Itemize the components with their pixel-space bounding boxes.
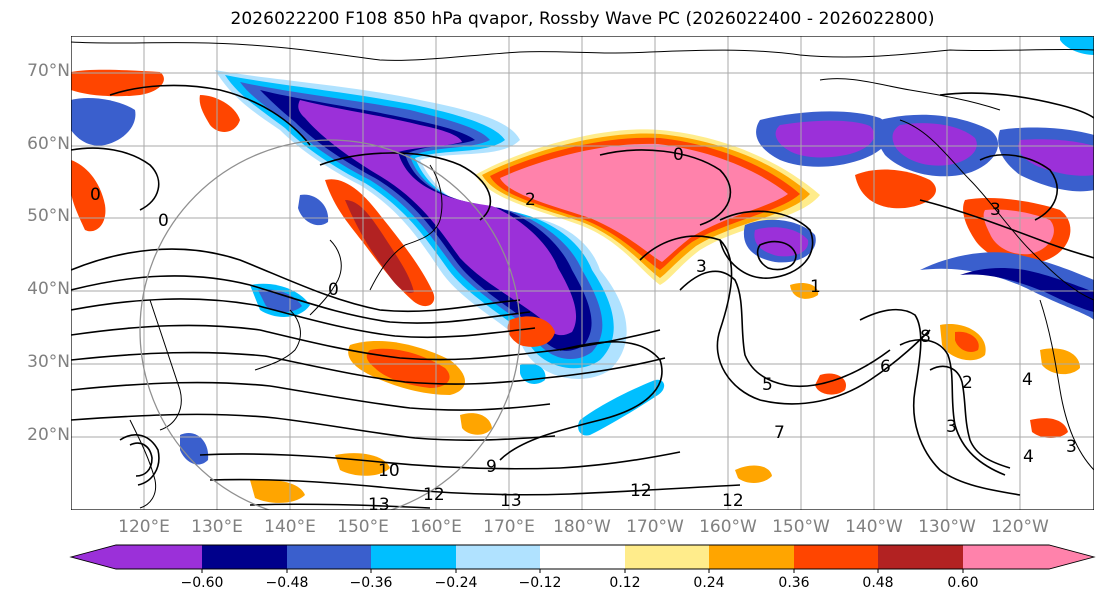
graticule (71, 36, 1094, 510)
contour-label: 12 (722, 491, 744, 511)
contour-labels: 0 0 0 0 2 3 3 4 5 6 7 8 9 10 12 12 12 13… (90, 145, 1077, 515)
lon-label: 170°E (483, 517, 535, 537)
lon-label: 160°W (699, 517, 757, 537)
lon-label: 130°E (191, 517, 243, 537)
colorbar-cell (287, 545, 371, 569)
colorbar-cell (540, 545, 625, 569)
lon-label: 140°W (845, 517, 903, 537)
contour-label: 10 (378, 461, 400, 481)
colorbar-cell (794, 545, 878, 569)
colorbar-cell (456, 545, 540, 569)
colorbar-extend-low (71, 545, 116, 569)
lon-label: 130°W (918, 517, 976, 537)
lon-label: 140°E (264, 517, 316, 537)
colorbar-cell (371, 545, 456, 569)
colorbar (69, 544, 1096, 573)
region-circle (139, 139, 521, 510)
lon-label: 150°E (337, 517, 389, 537)
contour-label: 3 (1066, 437, 1077, 457)
lat-label-70n: 70°N (27, 61, 70, 81)
colorbar-tick-label: −0.24 (434, 575, 478, 591)
contour-label: 9 (486, 457, 497, 477)
contour-label: 8 (920, 327, 931, 347)
contour-label: 0 (158, 211, 169, 231)
colorbar-extend-high (1049, 545, 1094, 569)
contour-label: 4 (1022, 370, 1033, 390)
map-plot-area: 0 0 0 0 2 3 3 4 5 6 7 8 9 10 12 12 12 13… (71, 36, 1094, 515)
contour-label: 0 (90, 185, 101, 205)
coastlines (71, 41, 1094, 509)
lon-label: 150°W (772, 517, 830, 537)
contour-label: 12 (423, 485, 445, 505)
colorbar-tick-label: −0.36 (349, 575, 393, 591)
lon-label: 180°W (553, 517, 611, 537)
lat-label-20n: 20°N (27, 425, 70, 445)
contour-label: 0 (328, 280, 339, 300)
contour-label: 3 (946, 417, 957, 437)
colorbar-tick-label: 0.48 (862, 575, 894, 591)
contours (71, 84, 1094, 509)
colorbar-tick-label: −0.48 (265, 575, 309, 591)
contour-label: 4 (1023, 447, 1034, 467)
contour-label: 5 (762, 375, 773, 395)
lat-label-60n: 60°N (27, 134, 70, 154)
colorbar-tick-label: −0.60 (180, 575, 224, 591)
colorbar-cell (202, 545, 287, 569)
lon-label: 120°E (118, 517, 170, 537)
colorbar-cell (878, 545, 963, 569)
contour-label: 7 (774, 423, 785, 443)
contour-label: 1 (810, 277, 821, 297)
colorbar-tick-label: 0.12 (609, 575, 641, 591)
lon-label: 160°E (410, 517, 462, 537)
colorbar-cell (625, 545, 709, 569)
colorbar-tick-label: 0.36 (778, 575, 810, 591)
contour-label: 3 (990, 200, 1001, 220)
colorbar-tick-label: 0.60 (947, 575, 979, 591)
contour-label: 12 (630, 481, 652, 501)
lat-label-30n: 30°N (27, 352, 70, 372)
contour-label: 2 (525, 190, 536, 210)
colorbar-tick-label: −0.12 (518, 575, 562, 591)
contour-label: 0 (673, 145, 684, 165)
contour-label: 6 (880, 357, 891, 377)
colorbar-cell (963, 545, 1049, 569)
colorbar-cell (709, 545, 794, 569)
contour-label: 13 (500, 491, 522, 511)
anomaly-fields (71, 36, 1094, 503)
figure-title: 2026022200 F108 850 hPa qvapor, Rossby W… (230, 9, 935, 29)
contour-label: 13 (368, 495, 390, 515)
colorbar-cell (116, 545, 202, 569)
colorbar-tick-label: 0.24 (693, 575, 725, 591)
lon-label: 120°W (991, 517, 1049, 537)
contour-label: 3 (696, 257, 707, 277)
contour-label: 2 (962, 373, 973, 393)
lat-label-50n: 50°N (27, 206, 70, 226)
lon-label: 170°W (626, 517, 684, 537)
lat-label-40n: 40°N (27, 279, 70, 299)
